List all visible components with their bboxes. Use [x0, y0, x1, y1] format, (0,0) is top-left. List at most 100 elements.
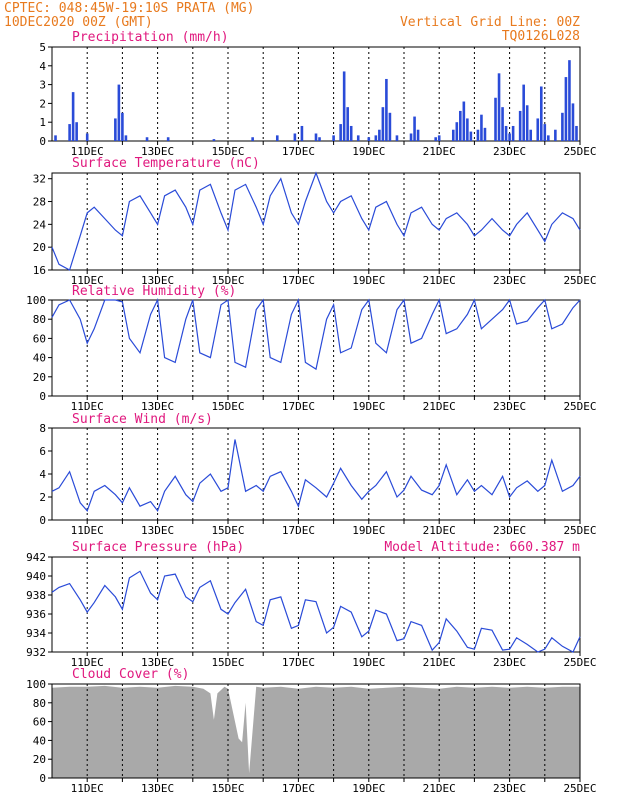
- panel-frame: [51, 299, 581, 397]
- y-tick-label: 0: [39, 514, 46, 527]
- precip-bar: [536, 118, 540, 141]
- x-tick-label: 13DEC: [141, 274, 174, 287]
- y-tick-label: 80: [33, 313, 46, 326]
- x-tick-label: 13DEC: [141, 145, 174, 158]
- x-tick-label: 17DEC: [282, 400, 315, 413]
- precip-bar: [416, 129, 420, 141]
- precip-bar: [332, 135, 335, 141]
- precip-bar: [575, 125, 578, 141]
- panel-frame: [51, 683, 581, 779]
- grid-note: Vertical Grid Line: 00Z: [400, 15, 580, 30]
- x-tick-label: 17DEC: [282, 524, 315, 537]
- y-tick-label: 2: [39, 491, 46, 504]
- x-tick-label: 19DEC: [352, 524, 385, 537]
- precip-bar: [293, 133, 297, 141]
- precip-bar: [381, 107, 385, 141]
- precip-bar: [166, 137, 170, 141]
- y-tick-label: 28: [33, 196, 46, 209]
- x-tick-label: 21DEC: [423, 400, 456, 413]
- precip-bar: [374, 135, 378, 141]
- precip-bar: [356, 135, 360, 141]
- cloud-area: [52, 685, 580, 778]
- precip-bar: [275, 135, 279, 141]
- precip-bar: [71, 92, 75, 141]
- series-line: [51, 297, 581, 371]
- y-tick-label: 934: [26, 627, 46, 640]
- precip-bar: [564, 77, 568, 141]
- series-line: [51, 439, 581, 513]
- precip-bar: [501, 107, 504, 141]
- precip-bar: [480, 114, 483, 141]
- precip-bar: [483, 127, 487, 141]
- precip-bar: [85, 133, 89, 141]
- precip-bar: [342, 71, 346, 141]
- panel-title: Cloud Cover (%): [72, 667, 189, 682]
- model-altitude-note: Model Altitude: 660.387 m: [384, 540, 580, 555]
- precip-bar: [367, 137, 371, 141]
- panel-3: Surface Wind (m/s) 0 2 4 6 8 11DEC 13DEC 15DEC 17…: [39, 412, 596, 537]
- y-tick-label: 932: [26, 646, 46, 659]
- precip-bar: [395, 135, 399, 141]
- panel-title: Surface Pressure (hPa): [72, 540, 244, 555]
- x-tick-label: 19DEC: [352, 145, 385, 158]
- precip-bar: [434, 137, 437, 141]
- x-tick-label: 25DEC: [563, 274, 596, 287]
- x-tick-label: 17DEC: [282, 145, 315, 158]
- x-tick-label: 23DEC: [493, 274, 526, 287]
- y-tick-label: 936: [26, 608, 46, 621]
- precip-bar: [121, 112, 124, 141]
- x-tick-label: 15DEC: [211, 782, 244, 795]
- y-tick-label: 20: [33, 753, 46, 766]
- x-tick-label: 11DEC: [71, 524, 104, 537]
- precip-bar: [469, 131, 473, 141]
- panel-5: Cloud Cover (%) 0 20 40 60 80 100 11DEC 13DEC 15D…: [26, 667, 596, 795]
- y-tick-label: 1: [39, 116, 46, 129]
- x-tick-label: 13DEC: [141, 656, 174, 669]
- precip-bar: [145, 137, 149, 141]
- x-tick-label: 19DEC: [352, 400, 385, 413]
- precip-bar: [437, 135, 441, 141]
- x-tick-label: 25DEC: [563, 782, 596, 795]
- precip-bar: [339, 124, 342, 141]
- y-tick-label: 0: [39, 772, 46, 785]
- precip-bar: [124, 135, 128, 141]
- panel-0: Precipitation (mm/h) 0 1 2 3 4 5 11DEC 13DEC 15DE…: [39, 30, 596, 158]
- precip-bar: [543, 124, 547, 141]
- panel-frame: [51, 46, 581, 142]
- precip-bar: [508, 133, 511, 141]
- x-tick-label: 15DEC: [211, 400, 244, 413]
- precip-bar: [251, 137, 254, 141]
- y-tick-label: 938: [26, 589, 46, 602]
- x-tick-label: 15DEC: [211, 274, 244, 287]
- x-tick-label: 17DEC: [282, 782, 315, 795]
- y-tick-label: 3: [39, 79, 46, 92]
- y-tick-label: 2: [39, 97, 46, 110]
- x-tick-label: 17DEC: [282, 274, 315, 287]
- y-tick-label: 20: [33, 241, 46, 254]
- x-tick-label: 23DEC: [493, 782, 526, 795]
- x-tick-label: 15DEC: [211, 145, 244, 158]
- precip-bar: [388, 112, 392, 141]
- y-tick-label: 80: [33, 697, 46, 710]
- precip-bar: [114, 118, 117, 141]
- precip-bar: [539, 86, 543, 141]
- y-tick-label: 60: [33, 716, 46, 729]
- precip-bar: [314, 133, 318, 141]
- precip-bar: [459, 110, 462, 141]
- x-tick-label: 21DEC: [423, 274, 456, 287]
- precip-bar: [117, 84, 121, 141]
- precip-bar: [497, 73, 501, 141]
- precip-bar: [561, 112, 564, 141]
- precip-bar: [451, 129, 455, 141]
- run-id: TQ0126L028: [502, 29, 580, 44]
- series-line: [51, 171, 581, 271]
- precip-bar: [522, 84, 525, 141]
- precip-bar: [511, 125, 515, 141]
- y-tick-label: 0: [39, 135, 46, 148]
- panel-frame: [51, 556, 581, 653]
- x-tick-label: 23DEC: [493, 524, 526, 537]
- x-tick-label: 25DEC: [563, 145, 596, 158]
- y-tick-label: 0: [39, 390, 46, 403]
- x-tick-label: 15DEC: [211, 656, 244, 669]
